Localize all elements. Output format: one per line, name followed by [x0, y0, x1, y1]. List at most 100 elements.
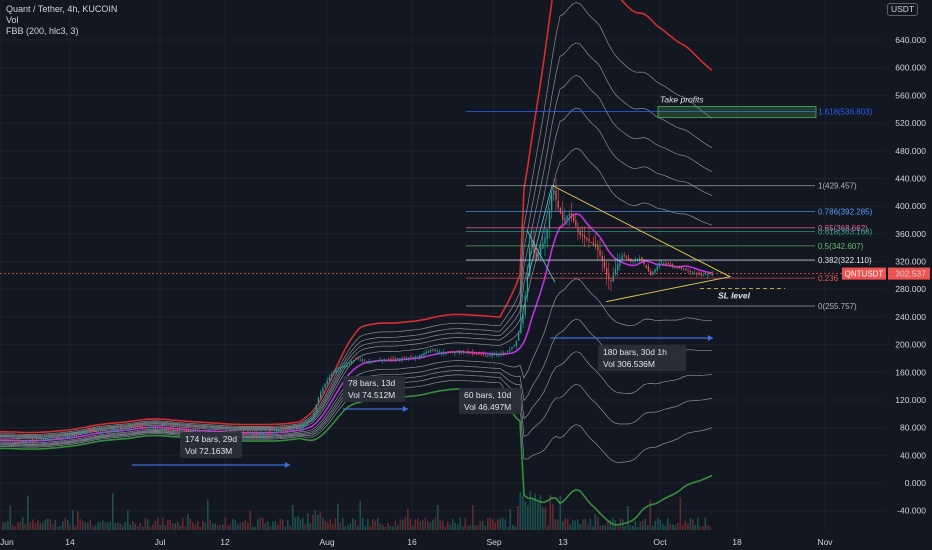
volume-bar — [47, 518, 49, 530]
candle-body — [511, 347, 513, 349]
candle-body — [342, 366, 344, 368]
candle-body — [698, 272, 700, 275]
volume-bar — [234, 520, 237, 530]
volume-bar — [617, 526, 619, 530]
candle-body — [661, 261, 663, 264]
candle-body — [56, 438, 58, 440]
candle-body — [273, 431, 276, 433]
candle-body — [139, 426, 141, 428]
volume-bar — [159, 524, 162, 530]
candle-body — [58, 437, 60, 439]
volume-bar — [379, 523, 382, 530]
measure-box — [343, 376, 405, 402]
candle-body — [588, 239, 590, 242]
volume-bar — [204, 522, 207, 530]
chart-legend: Quant / Tether, 4h, KUCOIN Vol FBB (200,… — [6, 4, 117, 37]
volume-bar — [267, 521, 269, 530]
volume-bar — [209, 519, 212, 530]
price-tick-label: 560.000 — [895, 90, 926, 100]
volume-bar — [9, 505, 12, 530]
time-tick-label: Oct — [653, 537, 667, 547]
volume-bar — [367, 518, 369, 530]
candle-body — [287, 429, 289, 432]
volume-bar — [154, 520, 157, 530]
candle-body — [410, 356, 412, 358]
volume-bar — [174, 523, 177, 530]
candle-body — [383, 359, 386, 361]
volume-bar — [509, 508, 512, 530]
volume-bar — [284, 526, 287, 530]
volume-bar — [2, 522, 4, 530]
candle-body — [694, 273, 696, 275]
time-tick-label: Aug — [319, 537, 334, 547]
volume-bar — [227, 525, 229, 530]
candle-body — [654, 269, 656, 273]
candle-body — [700, 273, 702, 276]
candle-body — [262, 432, 265, 434]
fbb-indicator-label[interactable]: FBB (200, hlc3, 3) — [6, 26, 79, 36]
candle-body — [36, 439, 38, 441]
volume-bar — [242, 522, 244, 530]
volume-bar — [609, 520, 612, 530]
fibonacci-levels[interactable]: 1.618(536.803) 1(429.457) 0.786(392.285) 0.… — [466, 107, 873, 311]
volume-bar — [119, 523, 122, 530]
volume-bar — [389, 525, 392, 530]
candle-body — [293, 428, 295, 430]
candle-body — [89, 430, 91, 432]
volume-bar — [494, 522, 497, 530]
volume-bar — [62, 521, 64, 530]
volume-bar — [74, 525, 77, 530]
volume-bar — [589, 518, 592, 530]
candle-body — [5, 439, 7, 441]
volume-bar — [114, 523, 117, 530]
volume-indicator-label[interactable]: Vol — [6, 15, 19, 25]
candle-body — [399, 358, 401, 360]
volume-bar — [67, 519, 69, 530]
volume-bar — [622, 519, 624, 530]
volume-bar — [272, 521, 274, 530]
volume-bar — [689, 518, 692, 530]
time-tick-label: 16 — [407, 537, 417, 547]
volume-bar — [479, 520, 482, 530]
candle-body — [7, 440, 9, 442]
candle-body — [707, 274, 709, 276]
candle-body — [80, 433, 82, 435]
candle-body — [674, 266, 676, 268]
volume-bar — [579, 524, 582, 530]
currency-button[interactable]: USDT — [887, 3, 919, 16]
candle-body — [78, 433, 80, 435]
candle-body — [117, 429, 119, 431]
volume-bar — [439, 519, 442, 530]
candle-body — [91, 431, 93, 432]
drawings[interactable]: QNTUSDT Take profits SL level 174 bars, 29d… — [0, 94, 886, 468]
candle-body — [190, 430, 192, 432]
candle-body — [643, 260, 645, 264]
measure-bars-label: 60 bars, 10d — [464, 390, 512, 400]
candle-body — [573, 214, 575, 221]
measure-box — [598, 345, 686, 371]
candle-body — [346, 364, 348, 367]
candle-body — [500, 353, 502, 355]
candle-body — [685, 268, 687, 271]
volume-bar — [457, 524, 459, 530]
candle-body — [265, 432, 267, 434]
take-profits-box — [657, 106, 817, 118]
candle-body — [388, 358, 390, 360]
candle-body — [93, 430, 95, 432]
volume-bar — [677, 522, 679, 530]
candle-body — [537, 253, 540, 260]
candle-body — [348, 362, 350, 365]
symbol-title[interactable]: Quant / Tether, 4h, KUCOIN — [6, 4, 118, 14]
candle-body — [441, 352, 443, 353]
candle-body — [513, 345, 515, 347]
candle-body — [632, 260, 634, 262]
candle-body — [34, 440, 36, 442]
measure-box — [459, 388, 521, 414]
volume-bar — [149, 526, 152, 530]
price-axis[interactable]: 640.000 600.000 560.000 520.000 480.000 440.0… — [888, 35, 930, 516]
volume-bar — [537, 502, 539, 530]
candle-body — [357, 357, 359, 359]
candle-body — [326, 380, 328, 384]
time-axis[interactable]: Jun 14 Jul 12 Aug 16 Sep 13 Oct 18 Nov — [0, 537, 833, 547]
